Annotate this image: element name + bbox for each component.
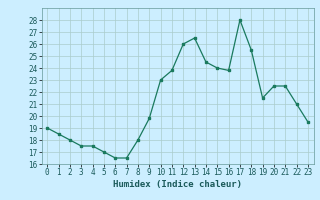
X-axis label: Humidex (Indice chaleur): Humidex (Indice chaleur) bbox=[113, 180, 242, 189]
